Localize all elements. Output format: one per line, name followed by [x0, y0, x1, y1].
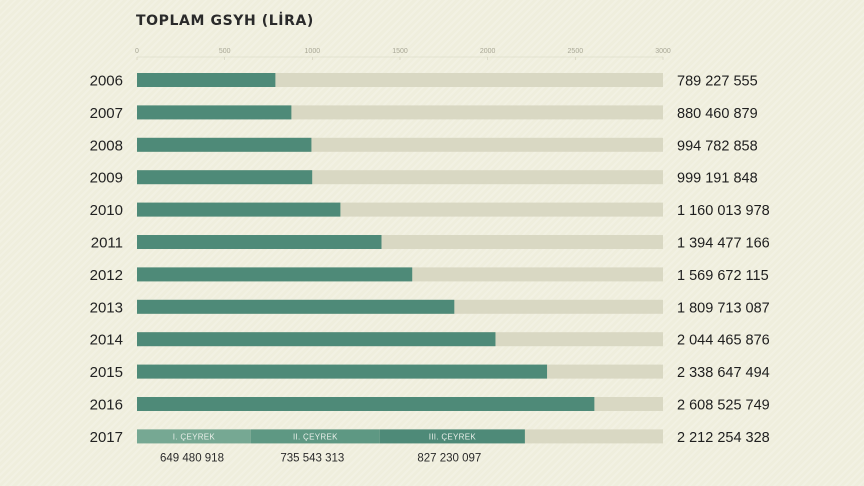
quarter-value-label: 827 230 097: [417, 452, 481, 464]
year-label: 2009: [90, 170, 123, 187]
bar: [137, 332, 496, 347]
value-label: 994 782 858: [677, 138, 758, 154]
year-label: 2010: [90, 202, 123, 219]
quarter-segment: [379, 429, 525, 444]
year-label: 2011: [91, 235, 123, 252]
year-label: 2015: [90, 364, 123, 381]
x-tick-label: 2000: [480, 48, 496, 55]
bar: [137, 267, 413, 282]
value-label: 1 394 477 166: [677, 236, 770, 252]
value-label: 880 460 879: [677, 106, 758, 122]
x-tick-label: 0: [135, 48, 139, 55]
quarter-label: I. ÇEYREK: [173, 432, 216, 441]
bar: [137, 170, 313, 185]
chart-title: TOPLAM GSYH (LİRA): [136, 13, 314, 29]
quarter-value-label: 649 480 918: [160, 452, 224, 464]
year-label: 2008: [90, 137, 123, 154]
year-label: 2007: [90, 105, 123, 122]
quarter-label: II. ÇEYREK: [293, 432, 338, 441]
x-tick-label: 1000: [305, 48, 321, 55]
bar: [137, 105, 292, 120]
year-label: 2014: [90, 332, 123, 349]
year-label: 2012: [90, 267, 123, 284]
x-tick-label: 1500: [392, 48, 408, 55]
bar: [137, 235, 382, 249]
bar: [137, 137, 312, 152]
x-tick-label: 500: [219, 48, 231, 55]
bar: [137, 364, 548, 379]
bar: [137, 202, 341, 217]
x-tick-label: 3000: [655, 48, 671, 55]
quarter-label: III. ÇEYREK: [429, 432, 477, 441]
value-label: 2 212 254 328: [677, 430, 770, 446]
bar: [137, 299, 455, 314]
value-label: 1 809 713 087: [677, 300, 770, 316]
quarter-segment: [137, 429, 251, 444]
value-label: 789 227 555: [677, 74, 758, 90]
value-label: 2 338 647 494: [677, 365, 770, 381]
bar: [137, 73, 276, 87]
value-label: 1 569 672 115: [677, 268, 769, 284]
value-label: 2 608 525 749: [677, 398, 770, 414]
year-label: 2017: [90, 429, 123, 446]
quarter-segment: [250, 429, 380, 444]
year-label: 2016: [90, 397, 123, 414]
x-tick-label: 2500: [568, 48, 584, 55]
year-label: 2006: [90, 73, 123, 90]
year-label: 2013: [90, 299, 123, 316]
value-label: 2 044 465 876: [677, 333, 770, 349]
value-label: 999 191 848: [677, 171, 758, 187]
value-label: 1 160 013 978: [677, 203, 770, 219]
bar: [137, 397, 595, 411]
quarter-value-label: 735 543 313: [280, 452, 344, 464]
